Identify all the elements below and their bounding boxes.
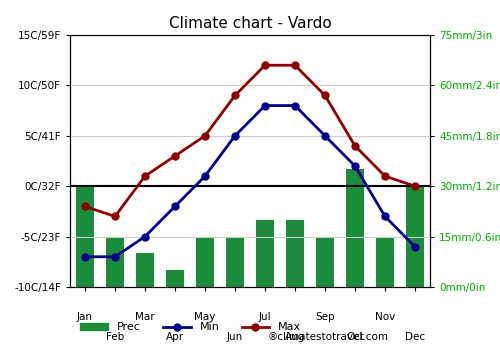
Legend: Prec, Min, Max: Prec, Min, Max: [76, 318, 306, 337]
Text: Jan: Jan: [77, 312, 93, 322]
Bar: [196, 237, 214, 287]
Text: ®climatestotravel.com: ®climatestotravel.com: [268, 332, 389, 342]
Text: Feb: Feb: [106, 332, 124, 342]
Text: Sep: Sep: [315, 312, 335, 322]
Bar: [286, 220, 304, 287]
Text: Oct: Oct: [346, 332, 364, 342]
Bar: [346, 169, 364, 287]
Bar: [76, 186, 94, 287]
Bar: [106, 237, 124, 287]
Bar: [136, 253, 154, 287]
Text: Jun: Jun: [227, 332, 243, 342]
Bar: [166, 270, 184, 287]
Bar: [376, 237, 394, 287]
Bar: [226, 237, 244, 287]
Text: Dec: Dec: [405, 332, 425, 342]
Title: Climate chart - Vardo: Climate chart - Vardo: [168, 16, 332, 31]
Bar: [406, 186, 424, 287]
Text: Nov: Nov: [375, 312, 395, 322]
Bar: [256, 220, 274, 287]
Text: Aug: Aug: [285, 332, 305, 342]
Text: May: May: [194, 312, 216, 322]
Text: Jul: Jul: [258, 312, 272, 322]
Bar: [316, 237, 334, 287]
Text: Apr: Apr: [166, 332, 184, 342]
Text: Mar: Mar: [135, 312, 155, 322]
